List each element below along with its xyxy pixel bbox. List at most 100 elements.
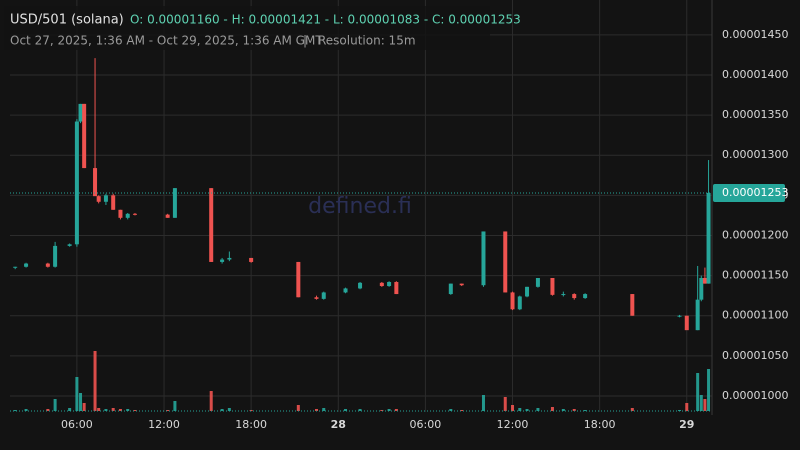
candle-body (343, 288, 348, 293)
volume-bar (79, 393, 83, 411)
volume-bar (525, 409, 529, 411)
candle-body (695, 299, 700, 331)
y-tick-label: 0.00001400 (722, 68, 788, 81)
candle-body (684, 315, 689, 331)
x-tick-label: 18:00 (235, 418, 267, 431)
candle-body (45, 263, 50, 267)
volume-bar (93, 351, 97, 411)
volume-bar (314, 409, 318, 411)
volume-bar (460, 410, 464, 411)
volume-bar (249, 410, 253, 411)
header-bg (4, 6, 490, 50)
grid (10, 0, 712, 412)
candle-body (118, 209, 123, 218)
volume-bar (511, 405, 515, 411)
volume-bar (75, 377, 79, 411)
volume-bar (209, 391, 213, 411)
watermark: defined.fi (308, 194, 412, 219)
candle-body (706, 192, 711, 284)
volume-bar (536, 408, 540, 411)
volume-bar (394, 409, 398, 411)
y-tick-label: 0.00001100 (722, 309, 788, 322)
volume-bar (220, 409, 224, 411)
candle-body (220, 259, 225, 262)
candle-body (561, 294, 566, 296)
y-tick-label: 0.00001000 (722, 389, 788, 402)
candle-body (111, 195, 116, 210)
candle-body (394, 282, 399, 295)
volume-bar (481, 395, 485, 411)
candle-body (314, 297, 319, 299)
candle-body (448, 283, 453, 295)
candle-body (96, 196, 101, 202)
candle-body (481, 231, 486, 286)
volume-bar (696, 373, 700, 411)
candles-layer (13, 58, 711, 331)
candle-body (125, 213, 130, 218)
y-tick-label: 0.00001450 (722, 28, 788, 41)
candle-body (459, 283, 464, 286)
candle-body (358, 282, 363, 289)
volume-bar (561, 409, 565, 411)
x-tick-label: 12:00 (497, 418, 529, 431)
volume-bar (68, 408, 72, 411)
x-tick-label: 18:00 (584, 418, 616, 431)
volume-bar (449, 409, 453, 411)
candle-body (67, 244, 72, 246)
volume-bar (630, 408, 634, 411)
volume-bar (322, 408, 326, 411)
volume-bar (583, 410, 587, 411)
x-tick-label: 06:00 (410, 418, 442, 431)
volume-bar (703, 399, 707, 411)
last-price-box (713, 183, 785, 202)
x-tick-label: 28 (331, 418, 346, 431)
candle-body (132, 213, 137, 215)
chart-title: USD/501 (solana) (10, 13, 124, 28)
candle-body (227, 257, 232, 260)
candle-body (583, 294, 588, 299)
candle-body (630, 294, 635, 316)
separator: | (303, 34, 307, 48)
volume-bar (82, 403, 86, 411)
volume-bar (344, 409, 348, 411)
volume-bar (97, 408, 101, 411)
candle-body (74, 121, 79, 245)
volume-bar (550, 407, 554, 411)
candle-body (535, 278, 540, 287)
volume-bar (133, 410, 137, 411)
x-tick-label: 06:00 (61, 418, 93, 431)
candle-body (172, 188, 177, 218)
candle-body (321, 292, 326, 299)
last-price-label: 0.00001253 (722, 186, 788, 199)
resolution: Resolution: 15m (318, 34, 416, 48)
candle-body (503, 231, 508, 293)
ohlc-summary: O: 0.00001160 - H: 0.00001421 - L: 0.000… (130, 13, 521, 27)
volume-bar (572, 409, 576, 411)
x-tick-label: 29 (679, 418, 694, 431)
volume-bar (13, 410, 17, 411)
candle-body (93, 168, 98, 197)
candle-body (82, 103, 87, 169)
candle-body (510, 292, 515, 310)
y-tick-label: 0.00001150 (722, 269, 788, 282)
volume-bar (111, 408, 115, 411)
volume-bar (46, 409, 50, 411)
volume-bar (380, 410, 384, 411)
candle-body (249, 257, 254, 262)
volume-bar (296, 405, 300, 411)
y-tick-label: 0.00001200 (722, 228, 788, 241)
candle-body (699, 278, 704, 300)
volume-bar (387, 409, 391, 411)
candle-body (379, 282, 384, 287)
volume-bar (24, 409, 28, 411)
date-range: Oct 27, 2025, 1:36 AM - Oct 29, 2025, 1:… (10, 34, 323, 48)
volume-bar (358, 409, 362, 411)
y-tick-label: 0.00001350 (722, 108, 788, 121)
volume-bar (227, 408, 231, 411)
candle-body (517, 296, 522, 310)
candle-body (677, 315, 682, 317)
labels-layer: 0.00001000 0.00001050 0.00001100 0.00001150… (10, 28, 788, 431)
volume-bar (173, 401, 177, 411)
